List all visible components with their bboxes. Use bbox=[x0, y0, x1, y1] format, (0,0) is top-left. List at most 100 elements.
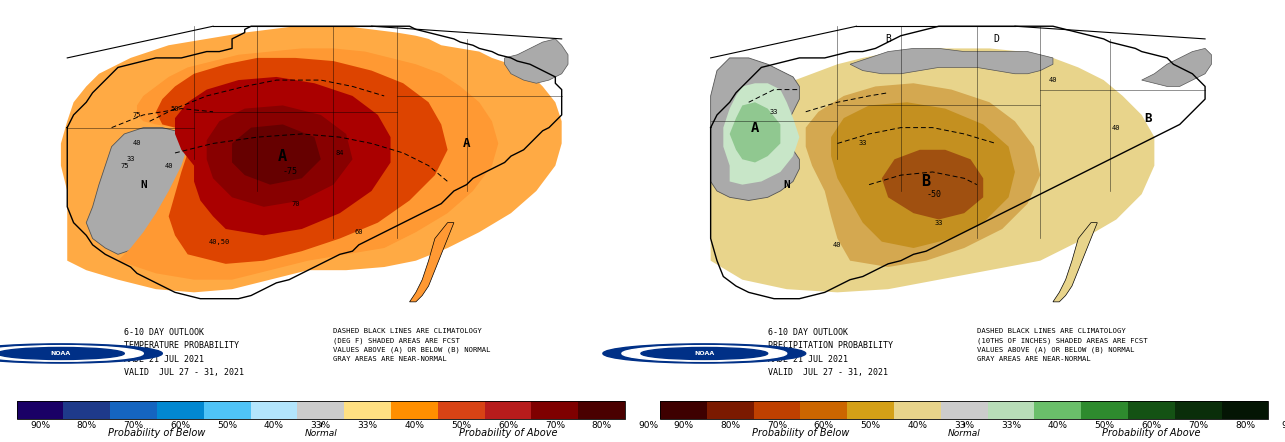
Text: 60%: 60% bbox=[813, 421, 834, 430]
Text: 50%: 50% bbox=[1095, 421, 1114, 430]
Text: 40%: 40% bbox=[1047, 421, 1068, 430]
Bar bbox=[391, 400, 438, 419]
Text: 6-10 DAY OUTLOOK
TEMPERATURE PROBABILITY
MADE 21 JUL 2021
VALID  JUL 27 - 31, 20: 6-10 DAY OUTLOOK TEMPERATURE PROBABILITY… bbox=[125, 328, 244, 377]
Text: 70%: 70% bbox=[123, 421, 144, 430]
Bar bbox=[204, 400, 251, 419]
Text: 75: 75 bbox=[132, 112, 141, 118]
Bar bbox=[801, 400, 847, 419]
Text: 80%: 80% bbox=[1235, 421, 1255, 430]
Bar bbox=[532, 400, 578, 419]
Text: B: B bbox=[1144, 112, 1151, 125]
Bar bbox=[157, 400, 204, 419]
Text: Normal: Normal bbox=[305, 429, 337, 438]
Bar bbox=[753, 400, 801, 419]
Bar bbox=[1222, 400, 1268, 419]
Bar bbox=[660, 400, 1268, 419]
Bar bbox=[17, 400, 63, 419]
Text: 40: 40 bbox=[1112, 125, 1121, 131]
Text: 40: 40 bbox=[132, 141, 141, 146]
Polygon shape bbox=[730, 102, 780, 163]
Text: 80%: 80% bbox=[720, 421, 740, 430]
Bar bbox=[1174, 400, 1222, 419]
Polygon shape bbox=[723, 83, 799, 185]
Polygon shape bbox=[60, 26, 562, 292]
Polygon shape bbox=[711, 49, 1154, 292]
Text: 33: 33 bbox=[770, 109, 779, 115]
Circle shape bbox=[641, 347, 767, 359]
Polygon shape bbox=[207, 106, 352, 207]
Text: 40%: 40% bbox=[263, 421, 284, 430]
Text: 60%: 60% bbox=[1141, 421, 1162, 430]
Text: 60: 60 bbox=[355, 229, 364, 235]
Text: 80%: 80% bbox=[77, 421, 96, 430]
Polygon shape bbox=[175, 77, 391, 235]
Text: Probability of Above: Probability of Above bbox=[1103, 428, 1200, 438]
Text: Probability of Below: Probability of Below bbox=[752, 428, 849, 438]
Text: 33%: 33% bbox=[1001, 421, 1022, 430]
Text: 33: 33 bbox=[934, 220, 943, 226]
Text: -75: -75 bbox=[283, 168, 298, 176]
Text: 40: 40 bbox=[1049, 77, 1058, 83]
Text: DASHED BLACK LINES ARE CLIMATOLOGY
(DEG F) SHADED AREAS ARE FCST
VALUES ABOVE (A: DASHED BLACK LINES ARE CLIMATOLOGY (DEG … bbox=[334, 328, 491, 362]
Text: Normal: Normal bbox=[948, 429, 980, 438]
Bar bbox=[707, 400, 753, 419]
Text: 90%: 90% bbox=[639, 421, 658, 430]
Circle shape bbox=[0, 347, 125, 359]
Text: 60%: 60% bbox=[499, 421, 518, 430]
Text: N: N bbox=[784, 179, 790, 190]
Bar bbox=[1128, 400, 1174, 419]
Bar bbox=[297, 400, 344, 419]
Text: NOAA: NOAA bbox=[51, 351, 71, 356]
Text: 33%: 33% bbox=[311, 421, 330, 430]
Text: 84: 84 bbox=[335, 150, 344, 156]
Bar bbox=[111, 400, 157, 419]
Text: A: A bbox=[463, 137, 470, 150]
Text: 90%: 90% bbox=[1282, 421, 1285, 430]
Text: 70%: 70% bbox=[767, 421, 786, 430]
Bar bbox=[438, 400, 484, 419]
Bar bbox=[988, 400, 1034, 419]
Polygon shape bbox=[86, 128, 188, 254]
Text: 75: 75 bbox=[120, 163, 128, 169]
Bar bbox=[17, 400, 625, 419]
Text: 33: 33 bbox=[126, 156, 135, 162]
Text: DASHED BLACK LINES ARE CLIMATOLOGY
(10THS OF INCHES) SHADED AREAS ARE FCST
VALUE: DASHED BLACK LINES ARE CLIMATOLOGY (10TH… bbox=[977, 328, 1148, 362]
Text: 40%: 40% bbox=[405, 421, 424, 430]
Bar bbox=[63, 400, 111, 419]
Text: -50: -50 bbox=[926, 190, 941, 198]
Bar bbox=[1081, 400, 1128, 419]
Polygon shape bbox=[118, 49, 499, 280]
Polygon shape bbox=[505, 39, 568, 83]
Text: 40%: 40% bbox=[907, 421, 928, 430]
Polygon shape bbox=[882, 150, 983, 220]
Polygon shape bbox=[410, 223, 454, 302]
Text: A: A bbox=[279, 149, 288, 164]
Text: 40,50: 40,50 bbox=[208, 239, 230, 245]
Polygon shape bbox=[831, 102, 1015, 248]
Polygon shape bbox=[1141, 49, 1212, 87]
Bar bbox=[578, 400, 625, 419]
Text: 80%: 80% bbox=[591, 421, 612, 430]
Text: N: N bbox=[140, 179, 146, 190]
Polygon shape bbox=[1052, 223, 1097, 302]
Polygon shape bbox=[155, 58, 447, 264]
Bar bbox=[251, 400, 297, 419]
Bar bbox=[847, 400, 894, 419]
Text: 90%: 90% bbox=[673, 421, 694, 430]
Text: 70: 70 bbox=[292, 201, 299, 207]
Text: 33: 33 bbox=[858, 141, 867, 146]
Bar bbox=[894, 400, 941, 419]
Text: 50%: 50% bbox=[217, 421, 238, 430]
Text: 90%: 90% bbox=[30, 421, 50, 430]
Text: 40: 40 bbox=[164, 163, 173, 169]
Text: 40: 40 bbox=[833, 242, 842, 248]
Text: 6-10 DAY OUTLOOK
PRECIPITATION PROBABILITY
MADE 21 JUL 2021
VALID  JUL 27 - 31, : 6-10 DAY OUTLOOK PRECIPITATION PROBABILI… bbox=[767, 328, 893, 377]
Text: 33%: 33% bbox=[955, 421, 974, 430]
Bar bbox=[344, 400, 391, 419]
Circle shape bbox=[0, 344, 162, 363]
Text: Probability of Below: Probability of Below bbox=[108, 428, 206, 438]
Polygon shape bbox=[851, 49, 1052, 74]
Text: B: B bbox=[885, 34, 891, 44]
Text: 70%: 70% bbox=[545, 421, 565, 430]
Text: 60%: 60% bbox=[171, 421, 190, 430]
